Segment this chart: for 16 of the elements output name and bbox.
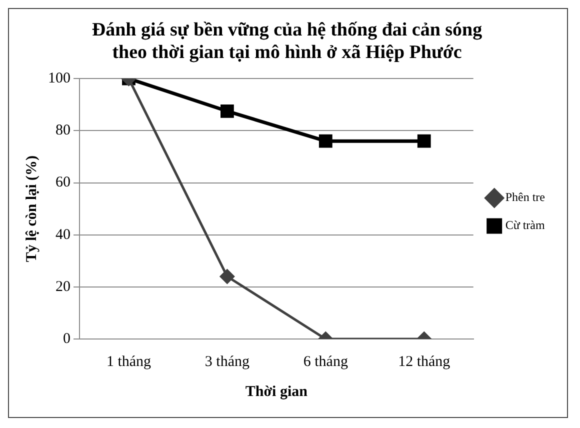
- x-tick-label: 1 tháng: [106, 354, 152, 370]
- x-axis-title: Thời gian: [245, 384, 308, 400]
- y-tick-label: 100: [48, 70, 70, 87]
- legend-label: Phên tre: [505, 190, 545, 204]
- y-axis-title: Tỷ lệ còn lại (%): [24, 155, 40, 262]
- text: Đánh giá sự bền vững của hệ thống đai cản sóng: [92, 19, 482, 40]
- y-tick-label: 0: [63, 330, 70, 347]
- x-tick-label: 3 tháng: [204, 354, 250, 370]
- y-tick-label: 60: [56, 174, 70, 191]
- y-tick-label: 20: [56, 278, 70, 295]
- text: theo thời gian tại mô hình ở xã Hiệp Phước: [112, 42, 462, 64]
- y-tick-label: 40: [56, 226, 70, 243]
- legend-label: Cừ tràm: [505, 218, 546, 232]
- x-tick-label: 6 tháng: [303, 354, 348, 370]
- x-tick-label: 12 tháng: [398, 354, 451, 370]
- y-tick-label: 80: [56, 122, 70, 139]
